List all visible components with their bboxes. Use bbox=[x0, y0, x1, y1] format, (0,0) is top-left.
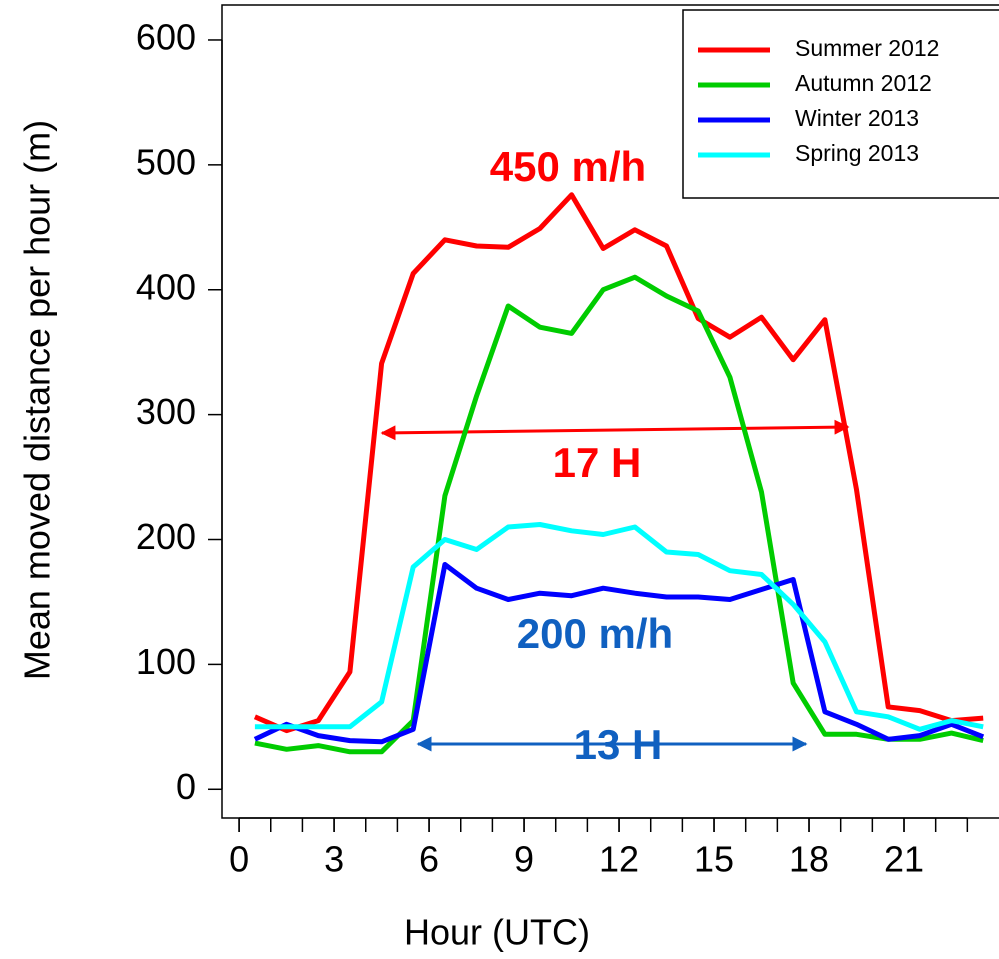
x-axis-title: Hour (UTC) bbox=[404, 912, 590, 953]
annotation: 450 m/h bbox=[490, 143, 646, 190]
annotation: 13 H bbox=[574, 721, 663, 768]
legend-label: Winter 2013 bbox=[795, 105, 919, 131]
series-line bbox=[254, 522, 984, 732]
y-tick-label: 400 bbox=[136, 266, 196, 307]
annotation: 200 m/h bbox=[517, 610, 673, 657]
y-tick-label: 600 bbox=[136, 16, 196, 57]
x-tick-label: 6 bbox=[419, 839, 439, 880]
legend-box bbox=[682, 9, 999, 199]
legend-label: Autumn 2012 bbox=[795, 70, 932, 96]
legend-label: Spring 2013 bbox=[795, 140, 919, 166]
series-line bbox=[253, 562, 985, 745]
y-tick-label: 300 bbox=[136, 391, 196, 432]
series-line bbox=[253, 192, 984, 734]
y-tick-label: 200 bbox=[136, 516, 196, 557]
red-arrow bbox=[380, 419, 850, 441]
annotation: 17 H bbox=[553, 439, 642, 486]
x-tick-label: 9 bbox=[514, 839, 534, 880]
x-tick-label: 21 bbox=[884, 839, 924, 880]
y-tick-label: 500 bbox=[136, 141, 196, 182]
x-tick-label: 0 bbox=[229, 839, 249, 880]
series-line bbox=[254, 274, 984, 755]
y-tick-label: 100 bbox=[136, 641, 196, 682]
x-tick-label: 15 bbox=[694, 839, 734, 880]
x-tick-label: 3 bbox=[324, 839, 344, 880]
plot bbox=[253, 192, 985, 755]
y-tick-label: 0 bbox=[176, 766, 196, 807]
x-tick-label: 12 bbox=[599, 839, 639, 880]
legend-label: Summer 2012 bbox=[795, 35, 939, 61]
x-tick-label: 18 bbox=[789, 839, 829, 880]
y-axis-title: Mean moved distance per hour (m) bbox=[17, 120, 58, 680]
